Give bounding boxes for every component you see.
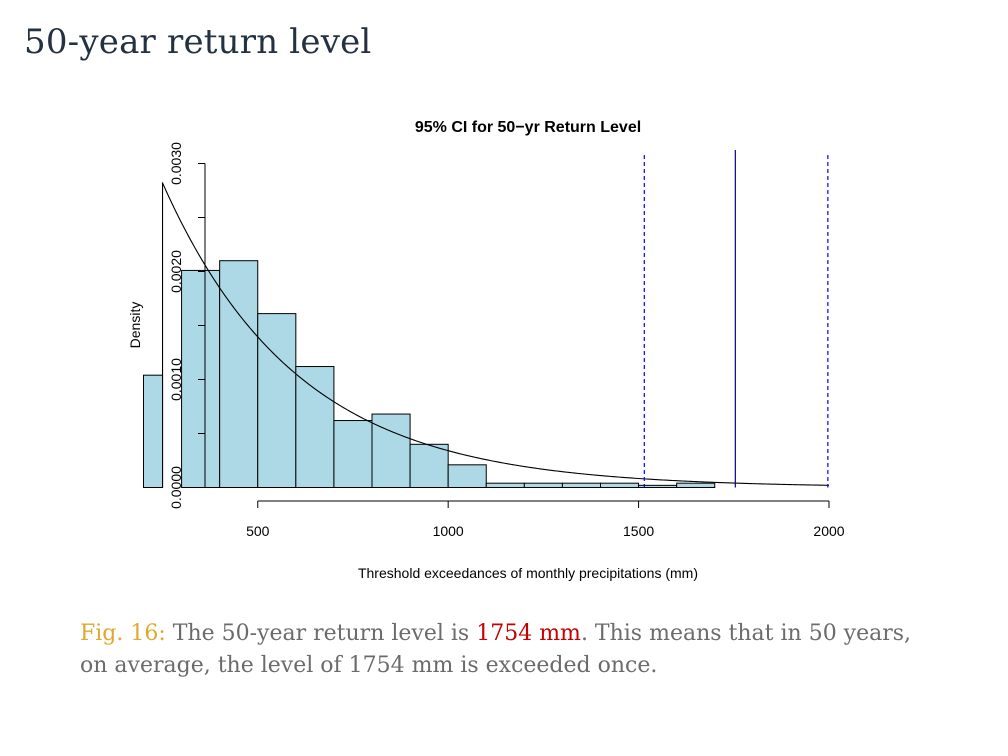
density-curve-layer <box>161 182 830 488</box>
histogram-bar-11 <box>523 482 563 488</box>
x-tick-label-1500: 1500 <box>623 523 654 539</box>
histogram-bar-10 <box>485 482 525 488</box>
return-level-highlight: 1754 mm <box>476 621 581 646</box>
x-axis-label: Threshold exceedances of monthly precipi… <box>358 565 698 581</box>
histogram-bar-8 <box>409 443 449 488</box>
histogram-bar-5 <box>295 366 335 489</box>
histogram-bar-4 <box>257 313 297 488</box>
histogram-bar-15 <box>676 482 716 488</box>
y-tick-label-2: 0.0010 <box>168 358 184 401</box>
histogram-bar-6 <box>333 420 373 489</box>
y-axis-label: Density <box>127 302 143 349</box>
y-tick-label-4: 0.0020 <box>168 250 184 293</box>
histogram-bar-2 <box>181 269 221 489</box>
histogram-bars <box>143 260 716 489</box>
histogram-bar-12 <box>561 482 602 488</box>
chart-title: 95% CI for 50−yr Return Level <box>415 119 641 136</box>
histogram-bar-3 <box>219 260 259 489</box>
figure-caption: Fig. 16: The 50-year return level is 175… <box>80 618 940 682</box>
figure-label: Fig. 16: <box>80 621 166 646</box>
x-tick-label-500: 500 <box>246 523 270 539</box>
histogram-bar-9 <box>447 464 487 489</box>
caption-text-after: . This means that in 50 years, on averag… <box>80 621 912 678</box>
y-tick-label-0: 0.0000 <box>168 466 184 509</box>
histogram-bar-13 <box>600 482 640 488</box>
reference-lines <box>643 150 829 488</box>
y-axis: 0.0000 0.0010 0.0020 0.0030 <box>168 142 206 509</box>
fitted-density-curve <box>161 182 830 488</box>
caption-text-before: The 50-year return level is <box>165 621 477 646</box>
x-tick-label-1000: 1000 <box>433 523 464 539</box>
x-tick-label-2000: 2000 <box>813 523 844 539</box>
histogram-bar-0 <box>143 374 164 488</box>
x-axis: 500 1000 1500 2000 <box>246 500 845 539</box>
y-tick-label-6: 0.0030 <box>168 142 184 185</box>
slide-title: 50-year return level <box>24 22 372 62</box>
